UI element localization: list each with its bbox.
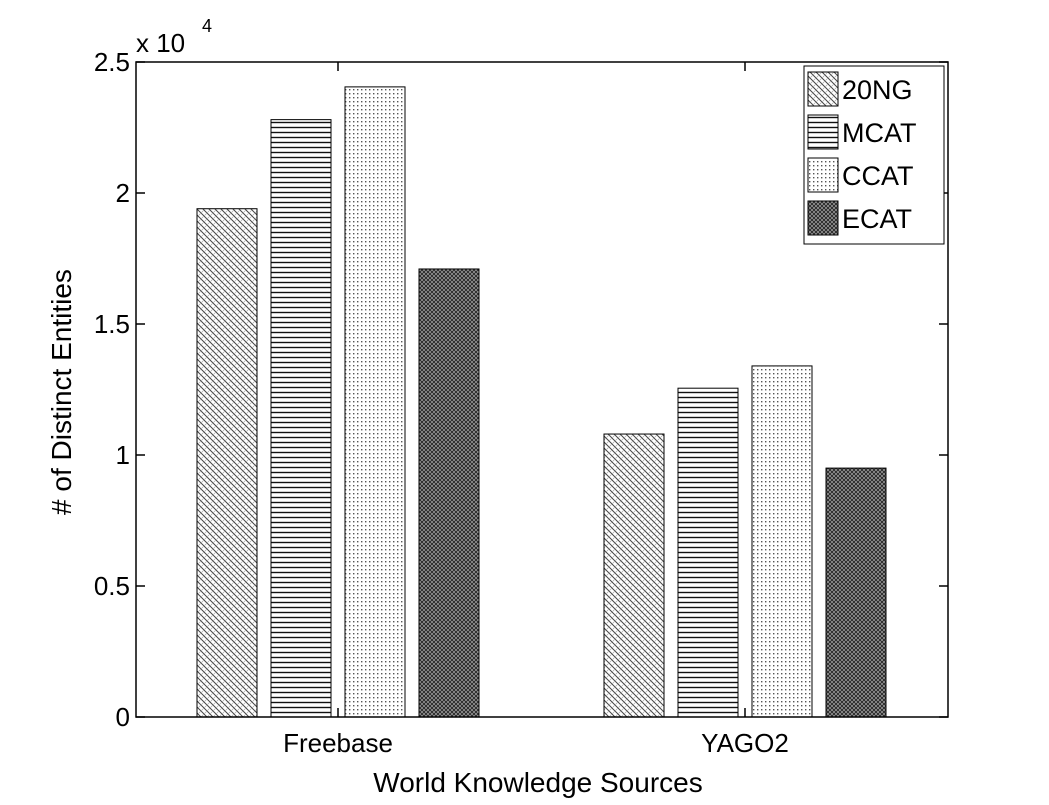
bar-mcat-yago2 — [677, 387, 739, 718]
bar-20ng-freebase — [196, 208, 258, 718]
y-tick-label: 1 — [116, 440, 130, 470]
y-axis-title: # of Distinct Entities — [46, 269, 77, 515]
y-multiplier-label: x 10 4 — [136, 16, 212, 58]
bar-ecat-freebase — [418, 268, 480, 718]
bar-ccat-freebase — [344, 86, 406, 718]
legend: 20NG MCAT CCAT ECAT — [803, 65, 945, 245]
legend-swatch-ecat — [807, 200, 839, 236]
bar-20ng-yago2 — [603, 433, 665, 718]
legend-label-20ng: 20NG — [842, 75, 913, 105]
x-tick-label: Freebase — [283, 728, 393, 758]
x-tick-label: YAGO2 — [701, 728, 789, 758]
bar-mcat-freebase — [270, 119, 332, 718]
y-tick-label: 0.5 — [94, 571, 130, 601]
legend-swatch-20ng — [807, 71, 839, 107]
bars-group — [196, 86, 887, 718]
y-tick-label: 2.5 — [94, 47, 130, 77]
legend-label-mcat: MCAT — [842, 118, 917, 148]
y-tick-label: 0 — [116, 702, 130, 732]
y-tick-label: 1.5 — [94, 309, 130, 339]
legend-swatch-ccat — [807, 157, 839, 193]
x-axis-title: World Knowledge Sources — [373, 767, 702, 798]
axis-ticks: 0 0.5 1 1.5 2 2.5 Freebase YAGO2 — [94, 47, 948, 758]
bar-ccat-yago2 — [751, 365, 813, 718]
y-multiplier-base: x 10 — [136, 28, 185, 58]
bar-ecat-yago2 — [825, 467, 887, 718]
plot-frame — [135, 61, 949, 718]
y-tick-label: 2 — [116, 178, 130, 208]
legend-label-ecat: ECAT — [842, 204, 912, 234]
y-multiplier-exponent: 4 — [202, 16, 212, 36]
legend-label-ccat: CCAT — [842, 161, 914, 191]
legend-swatch-mcat — [807, 114, 839, 150]
